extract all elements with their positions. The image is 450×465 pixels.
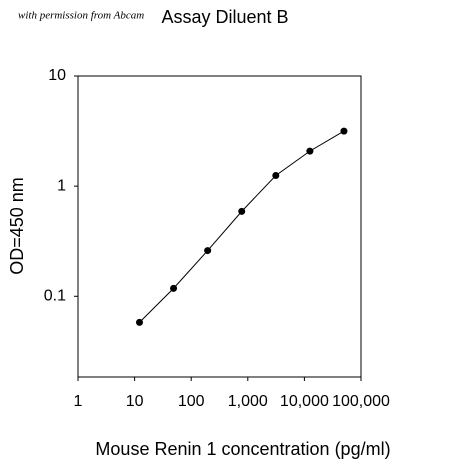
x-tick-label: 100 xyxy=(178,393,205,410)
data-point xyxy=(204,247,212,255)
x-tick-label: 100,000 xyxy=(332,393,390,410)
y-axis-label: OD=450 nm xyxy=(7,177,27,275)
data-point xyxy=(238,207,246,215)
data-point xyxy=(170,284,178,292)
y-tick-label: 1 xyxy=(57,177,66,194)
x-tick-label: 1,000 xyxy=(228,393,268,410)
x-tick-label: 1 xyxy=(74,393,83,410)
plot-frame xyxy=(77,75,362,378)
data-point xyxy=(272,171,280,179)
x-tick-label: 10 xyxy=(126,393,144,410)
x-axis-label: Mouse Renin 1 concentration (pg/ml) xyxy=(95,439,390,459)
y-tick-label: 0.1 xyxy=(44,288,66,305)
chart-title: Assay Diluent B xyxy=(161,7,288,27)
data-point xyxy=(340,127,348,135)
watermark: with permission from Abcam xyxy=(18,10,144,22)
y-tick-label: 10 xyxy=(48,67,66,84)
series-line xyxy=(139,130,345,323)
data-point xyxy=(306,147,314,155)
data-point xyxy=(135,318,143,326)
x-tick-label: 10,000 xyxy=(280,393,329,410)
